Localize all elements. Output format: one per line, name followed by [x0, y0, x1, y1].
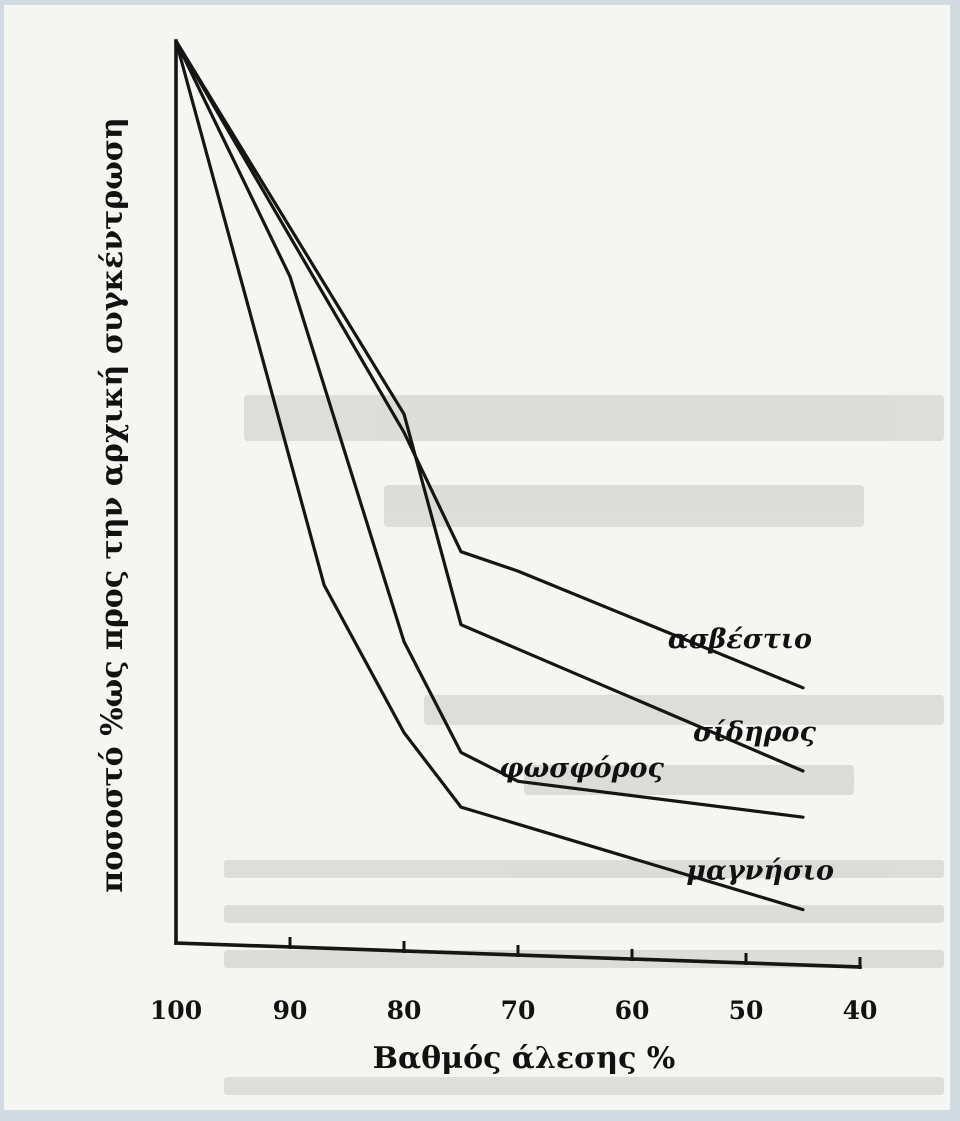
series-label-1: ασβέστιο — [668, 624, 812, 655]
line-chart: 100 90 80 70 60 50 40 ασβέστιο σίδηρος φωσφόρος μ… — [95, 39, 944, 1095]
series-line-4 — [174, 39, 805, 912]
x-tick-label-100: 100 — [150, 996, 202, 1025]
y-axis-title: ποσοστό %ως προς την αρχική συγκέντρωση — [95, 117, 130, 892]
series-line-1 — [174, 39, 805, 690]
x-tick-label-80: 80 — [387, 996, 422, 1025]
series-lines — [174, 39, 805, 912]
series-line-2 — [174, 39, 805, 773]
x-tick-label-50: 50 — [729, 996, 764, 1025]
bleed-through-decoration — [224, 395, 944, 1095]
x-axis-title: Βαθμός άλεσης % — [373, 1041, 676, 1076]
series-label-4: μαγνήσιο — [686, 856, 834, 887]
x-tick-label-60: 60 — [615, 996, 650, 1025]
x-axis-ticks: 100 90 80 70 60 50 40 — [150, 937, 877, 1025]
series-line-3 — [174, 39, 805, 819]
series-label-2: σίδηρος — [693, 717, 817, 748]
series-label-3: φωσφόρος — [499, 753, 664, 784]
series-labels: ασβέστιο σίδηρος φωσφόρος μαγνήσιο — [499, 624, 834, 887]
chart-frame: 100 90 80 70 60 50 40 ασβέστιο σίδηρος φωσφόρος μ… — [4, 5, 950, 1110]
x-tick-label-70: 70 — [501, 996, 536, 1025]
x-tick-label-90: 90 — [273, 996, 308, 1025]
x-tick-label-40: 40 — [843, 996, 878, 1025]
